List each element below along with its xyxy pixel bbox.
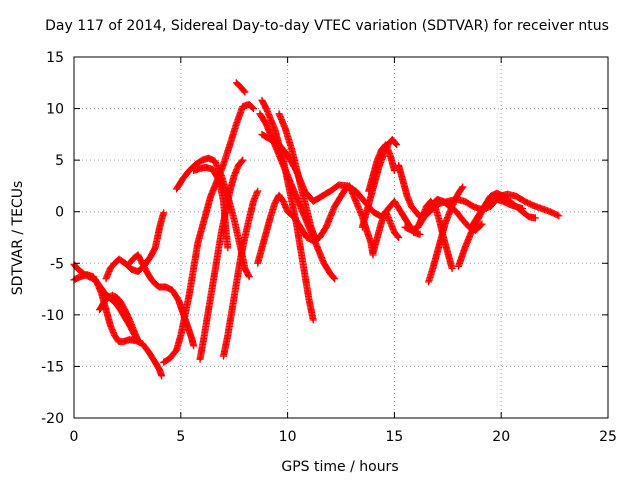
- data-point-plus: [519, 205, 527, 213]
- data-point-plus: [477, 221, 485, 229]
- data-point-plus: [393, 141, 401, 149]
- y-tick-label: 15: [46, 50, 64, 66]
- series-pass-f: [160, 100, 257, 366]
- series-pass-d: [102, 209, 168, 283]
- data-point-plus: [395, 234, 403, 241]
- data-point-plus: [478, 220, 486, 228]
- series-pass-z: [467, 195, 527, 231]
- axis-ticks: 0 5 10 15 20 25 -20 -15 -10 -5 0 5 10 15: [41, 50, 617, 445]
- data-point-plus: [249, 105, 257, 113]
- data-point-plus: [224, 244, 232, 252]
- data-point-plus: [254, 187, 262, 195]
- data-point-plus: [160, 209, 168, 217]
- series-pass-c: [96, 291, 142, 345]
- data-point-plus: [394, 232, 402, 240]
- data-point-plus: [416, 230, 424, 238]
- y-axis-label: SDTVAR / TECUs: [10, 181, 26, 296]
- x-tick-label: 5: [176, 429, 185, 445]
- data-point-plus: [238, 157, 246, 165]
- data-point-plus: [248, 104, 256, 112]
- series-pass-j: [220, 187, 262, 360]
- data-point-plus: [459, 183, 467, 191]
- y-tick-label: 5: [55, 153, 64, 169]
- data-point-plus: [239, 156, 247, 164]
- data-point-plus: [458, 184, 466, 192]
- series-pass-t: [369, 208, 403, 257]
- data-point-plus: [448, 264, 456, 272]
- series-pass-e: [126, 251, 198, 350]
- y-tick-label: 0: [55, 205, 64, 221]
- y-tick-label: -20: [41, 411, 64, 427]
- chart-title: Day 117 of 2014, Sidereal Day-to-day VTE…: [45, 18, 609, 34]
- data-point-plus: [392, 140, 400, 148]
- data-point-plus: [240, 87, 248, 95]
- y-tick-label: -5: [50, 256, 64, 272]
- x-tick-label: 20: [492, 429, 510, 445]
- data-point-plus: [311, 236, 319, 244]
- data-point-plus: [330, 274, 338, 282]
- series-pass-m: [258, 96, 317, 324]
- series-pass-s: [358, 136, 401, 231]
- series-pass-p: [258, 130, 424, 238]
- x-tick-label: 25: [599, 429, 617, 445]
- series-pass-w: [414, 197, 456, 272]
- data-point-plus: [134, 337, 142, 345]
- data-points: [70, 79, 563, 380]
- series-pass-i: [196, 156, 247, 363]
- x-tick-label: 0: [70, 429, 79, 445]
- y-tick-label: -15: [41, 359, 64, 375]
- data-point-plus: [553, 211, 561, 219]
- x-tick-label: 10: [279, 429, 297, 445]
- series-pass-x: [425, 183, 467, 286]
- data-point-plus: [309, 316, 317, 324]
- series-pass-k: [232, 79, 249, 96]
- data-point-plus: [245, 273, 253, 281]
- x-axis-label: GPS time / hours: [281, 459, 398, 475]
- data-point-plus: [241, 88, 249, 96]
- y-tick-label: 10: [46, 102, 64, 118]
- plot-frame: [73, 56, 609, 419]
- x-tick-label: 15: [385, 429, 403, 445]
- data-point-plus: [244, 271, 252, 279]
- data-point-plus: [331, 275, 339, 283]
- data-point-plus: [531, 214, 539, 222]
- series-pass-b: [70, 271, 166, 380]
- data-point-plus: [190, 342, 198, 350]
- y-tick-label: -10: [41, 308, 64, 324]
- data-point-plus: [555, 212, 563, 220]
- data-point-plus: [158, 372, 166, 380]
